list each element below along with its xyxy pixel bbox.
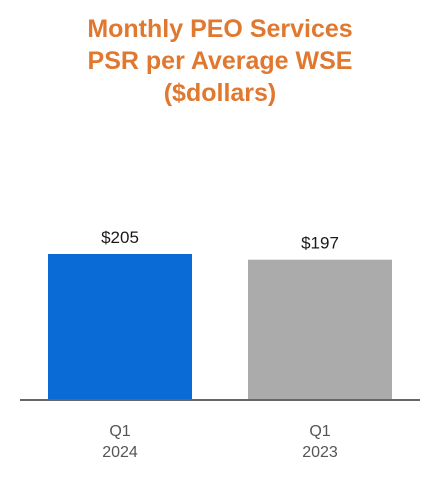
chart-title-line-3: ($dollars) <box>163 79 277 107</box>
x-tick-label-1-0: Q1 <box>309 423 330 440</box>
bar-0 <box>48 254 192 400</box>
x-tick-label-1-1: 2023 <box>302 444 338 461</box>
chart-title-line-1: Monthly PEO Services <box>87 15 353 43</box>
x-tick-label-0-0: Q1 <box>109 423 130 440</box>
bar-1 <box>248 259 392 400</box>
chart-title-line-2: PSR per Average WSE <box>87 47 353 75</box>
data-label-0: $205 <box>101 228 139 247</box>
x-tick-label-0-1: 2024 <box>102 444 138 461</box>
data-label-1: $197 <box>301 234 339 253</box>
